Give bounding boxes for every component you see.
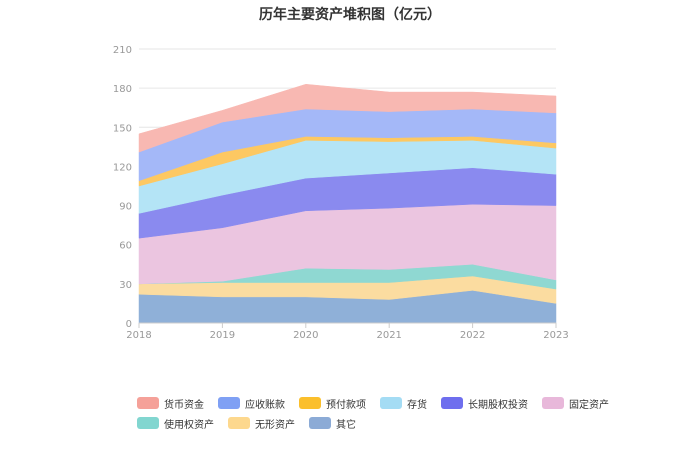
x-tick-label: 2021 [376,330,401,341]
legend-swatch [309,417,331,429]
legend-label: 预付款项 [326,399,366,411]
y-tick-label: 60 [119,241,132,252]
legend-item[interactable]: 无形资产 [228,416,295,431]
legend-swatch [299,397,321,409]
area-series-8 [138,83,557,153]
legend-item[interactable]: 长期股权投资 [441,396,528,411]
legend-item[interactable]: 存货 [380,396,427,411]
legend-swatch [380,397,402,409]
legend-label: 长期股权投资 [468,399,528,411]
legend-label: 无形资产 [255,419,295,431]
legend-label: 货币资金 [164,399,204,411]
legend-item[interactable]: 预付款项 [299,396,366,411]
legend-swatch [228,417,250,429]
chart-title: 历年主要资产堆积图（亿元） [259,7,441,23]
y-tick-label: 180 [113,84,132,95]
x-tick-label: 2023 [543,330,568,341]
legend-row: 货币资金 应收账款 预付款项 存货 长期股权投资 固定资产 [137,393,609,413]
x-tick-label: 2019 [210,330,235,341]
legend-row: 使用权资产 无形资产 其它 [137,413,577,433]
legend-label: 使用权资产 [164,419,214,431]
y-tick-label: 120 [113,162,132,173]
y-tick-label: 0 [126,319,132,330]
legend: 货币资金 应收账款 预付款项 存货 长期股权投资 固定资产使用权资产 无形资产 其它 [137,393,609,433]
axis-layer: 0 30 60 90 120 150 180 210 2018 2019 2020 2021 2022 2… [113,45,569,341]
legend-label: 其它 [336,419,356,431]
y-tick-label: 150 [113,123,132,134]
y-tick-label: 210 [113,45,132,56]
legend-swatch [137,417,159,429]
x-tick-label: 2022 [460,330,485,341]
legend-item[interactable]: 应收账款 [218,396,285,411]
legend-swatch [441,397,463,409]
legend-swatch [218,397,240,409]
legend-item[interactable]: 其它 [309,416,356,431]
x-tick-label: 2020 [293,330,318,341]
y-tick-label: 30 [119,280,132,291]
legend-label: 存货 [407,399,427,411]
x-tick-label: 2018 [126,330,151,341]
legend-swatch [137,397,159,409]
legend-item[interactable]: 货币资金 [137,396,204,411]
legend-label: 固定资产 [569,399,609,411]
y-tick-label: 90 [119,202,132,213]
area-layer [138,83,557,324]
legend-swatch [542,397,564,409]
legend-label: 应收账款 [245,399,285,411]
legend-item[interactable]: 固定资产 [542,396,609,411]
legend-item[interactable]: 使用权资产 [137,416,214,431]
